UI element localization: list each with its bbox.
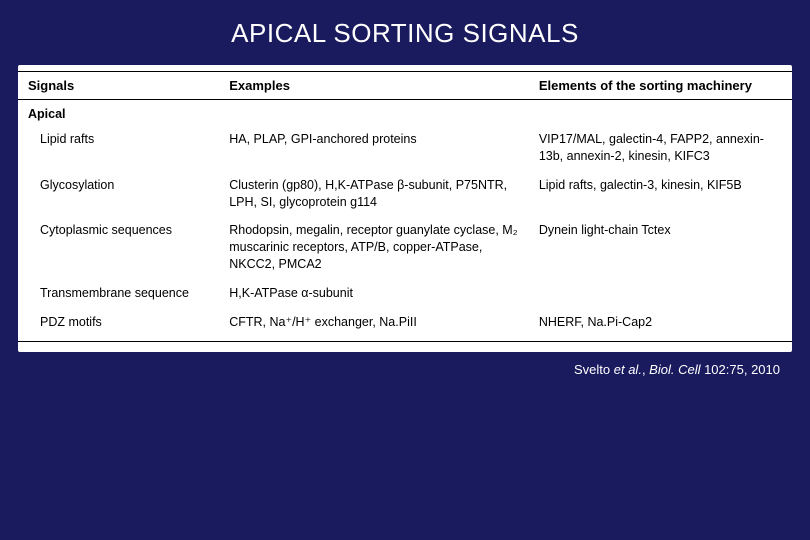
table-header-row: Signals Examples Elements of the sorting… (18, 72, 792, 100)
cell-examples: H,K-ATPase α-subunit (219, 279, 529, 308)
citation-journal: Biol. Cell (649, 362, 700, 377)
slide: APICAL SORTING SIGNALS Signals Examples … (0, 0, 810, 540)
cell-signal: PDZ motifs (18, 308, 219, 341)
col-examples-header: Examples (219, 72, 529, 100)
citation: Svelto et al., Biol. Cell 102:75, 2010 (0, 352, 810, 377)
cell-elements: VIP17/MAL, galectin-4, FAPP2, annexin-13… (529, 125, 792, 171)
section-label: Apical (18, 100, 792, 125)
cell-elements (529, 279, 792, 308)
cell-signal: Glycosylation (18, 171, 219, 217)
table-row: PDZ motifs CFTR, Na⁺/H⁺ exchanger, Na.Pi… (18, 308, 792, 341)
cell-examples: Rhodopsin, megalin, receptor guanylate c… (219, 216, 529, 279)
table-row: Cytoplasmic sequences Rhodopsin, megalin… (18, 216, 792, 279)
cell-examples: Clusterin (gp80), H,K-ATPase β-subunit, … (219, 171, 529, 217)
slide-title: APICAL SORTING SIGNALS (0, 0, 810, 59)
cell-examples: HA, PLAP, GPI-anchored proteins (219, 125, 529, 171)
table-container: Signals Examples Elements of the sorting… (18, 65, 792, 352)
col-signals-header: Signals (18, 72, 219, 100)
citation-etal: et al. (614, 362, 642, 377)
table-row: Glycosylation Clusterin (gp80), H,K-ATPa… (18, 171, 792, 217)
cell-elements: NHERF, Na.Pi-Cap2 (529, 308, 792, 341)
cell-elements: Dynein light-chain Tctex (529, 216, 792, 279)
cell-signal: Lipid rafts (18, 125, 219, 171)
cell-examples: CFTR, Na⁺/H⁺ exchanger, Na.PiII (219, 308, 529, 341)
col-elements-header: Elements of the sorting machinery (529, 72, 792, 100)
section-row: Apical (18, 100, 792, 125)
signals-table: Signals Examples Elements of the sorting… (18, 71, 792, 342)
cell-signal: Transmembrane sequence (18, 279, 219, 308)
table-row: Transmembrane sequence H,K-ATPase α-subu… (18, 279, 792, 308)
table-row: Lipid rafts HA, PLAP, GPI-anchored prote… (18, 125, 792, 171)
cell-elements: Lipid rafts, galectin-3, kinesin, KIF5B (529, 171, 792, 217)
citation-prefix: Svelto (574, 362, 614, 377)
cell-signal: Cytoplasmic sequences (18, 216, 219, 279)
citation-suffix: 102:75, 2010 (700, 362, 780, 377)
